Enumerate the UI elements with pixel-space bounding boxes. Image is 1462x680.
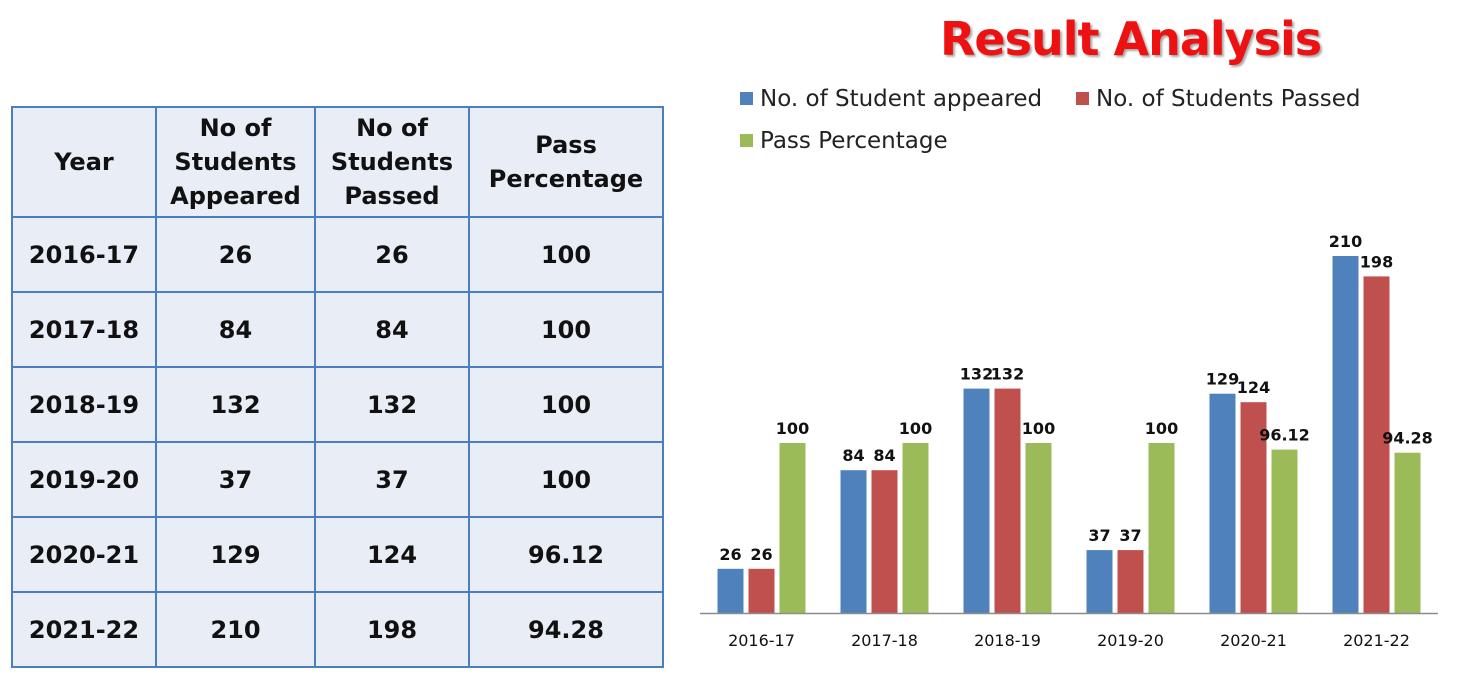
x-tick-label: 2017-18 [851,631,918,650]
header-pass-percentage: Pass Percentage [468,106,664,218]
bar [748,568,775,613]
data-label: 100 [1145,419,1178,438]
data-label: 84 [842,446,864,465]
table-row: 2018-19 132 132 100 [11,366,664,443]
cell-passed: 26 [314,216,470,293]
cell-appeared: 26 [155,216,316,293]
legend-label: Pass Percentage [760,128,948,154]
bar [1025,443,1052,613]
legend-label: No. of Student appeared [760,86,1043,112]
bar [1148,443,1175,613]
cell-year: 2019-20 [11,441,157,518]
header-line: Appeared [170,182,301,210]
legend-swatch [740,134,753,147]
bar [717,568,744,613]
cell-passed: 84 [314,291,470,368]
cell-appeared: 129 [155,516,316,593]
data-label: 26 [719,545,741,564]
data-label: 100 [776,419,809,438]
data-label: 37 [1088,526,1110,545]
data-label: 132 [960,365,993,384]
cell-percentage: 100 [468,291,664,368]
bar [1394,452,1421,613]
x-tick-label: 2021-22 [1343,631,1410,650]
data-label: 132 [991,365,1024,384]
header-students-passed: No of Students Passed [314,106,470,218]
bar [994,388,1021,613]
legend-item-percentage: Pass Percentage [740,128,948,154]
cell-year: 2017-18 [11,291,157,368]
bar [1363,276,1390,613]
bar [871,470,898,613]
data-label: 100 [899,419,932,438]
data-label: 37 [1119,526,1141,545]
cell-year: 2020-21 [11,516,157,593]
header-line: Percentage [488,165,644,193]
header-line: No of [199,114,272,142]
cell-appeared: 37 [155,441,316,518]
page-title: Result Analysis [940,12,1322,66]
table-row: 2021-22 210 198 94.28 [11,591,664,668]
cell-appeared: 210 [155,591,316,668]
cell-passed: 124 [314,516,470,593]
cell-percentage: 100 [468,366,664,443]
header-year-line: Year [54,148,114,176]
cell-passed: 37 [314,441,470,518]
legend-swatch [740,92,753,105]
table-row: 2017-18 84 84 100 [11,291,664,368]
legend-item-passed: No. of Students Passed [1076,86,1360,112]
cell-percentage: 100 [468,216,664,293]
data-label: 124 [1237,378,1270,397]
bar [902,443,929,613]
data-label: 210 [1329,232,1362,251]
x-tick-label: 2018-19 [974,631,1041,650]
header-line: Students [330,148,454,176]
bar [963,388,990,613]
x-tick-label: 2019-20 [1097,631,1164,650]
cell-percentage: 96.12 [468,516,664,593]
cell-percentage: 94.28 [468,591,664,668]
bar [1117,550,1144,613]
bar [840,470,867,613]
data-label: 94.28 [1382,429,1433,448]
data-label: 84 [873,446,895,465]
bar [1271,449,1298,613]
header-students-appeared: No of Students Appeared [155,106,316,218]
header-line: Pass [535,131,597,159]
table-header-row: Year No of Students Appeared No of Stude… [11,106,664,218]
cell-passed: 198 [314,591,470,668]
legend-swatch [1076,92,1089,105]
cell-year: 2018-19 [11,366,157,443]
legend-item-appeared: No. of Student appeared [740,86,1042,112]
x-tick-label: 2020-21 [1220,631,1287,650]
table-row: 2019-20 37 37 100 [11,441,664,518]
legend-label: No. of Students Passed [1096,86,1361,112]
header-line: No of [356,114,428,142]
bar [1086,550,1113,613]
bar [1332,256,1359,613]
table-row: 2020-21 129 124 96.12 [11,516,664,593]
cell-year: 2016-17 [11,216,157,293]
bar [779,443,806,613]
data-label: 100 [1022,419,1055,438]
header-line: Passed [344,182,440,210]
bar [1240,402,1267,613]
x-tick-label: 2016-17 [728,631,795,650]
data-label: 26 [750,545,772,564]
data-label: 129 [1206,370,1239,389]
cell-appeared: 132 [155,366,316,443]
header-year: Year [11,106,157,218]
bar [1209,393,1236,613]
cell-percentage: 100 [468,441,664,518]
header-line: Students [174,148,297,176]
cell-year: 2021-22 [11,591,157,668]
data-label: 96.12 [1259,426,1310,445]
result-table: Year No of Students Appeared No of Stude… [11,106,664,668]
cell-passed: 132 [314,366,470,443]
data-label: 198 [1360,252,1393,271]
table-row: 2016-17 26 26 100 [11,216,664,293]
cell-appeared: 84 [155,291,316,368]
